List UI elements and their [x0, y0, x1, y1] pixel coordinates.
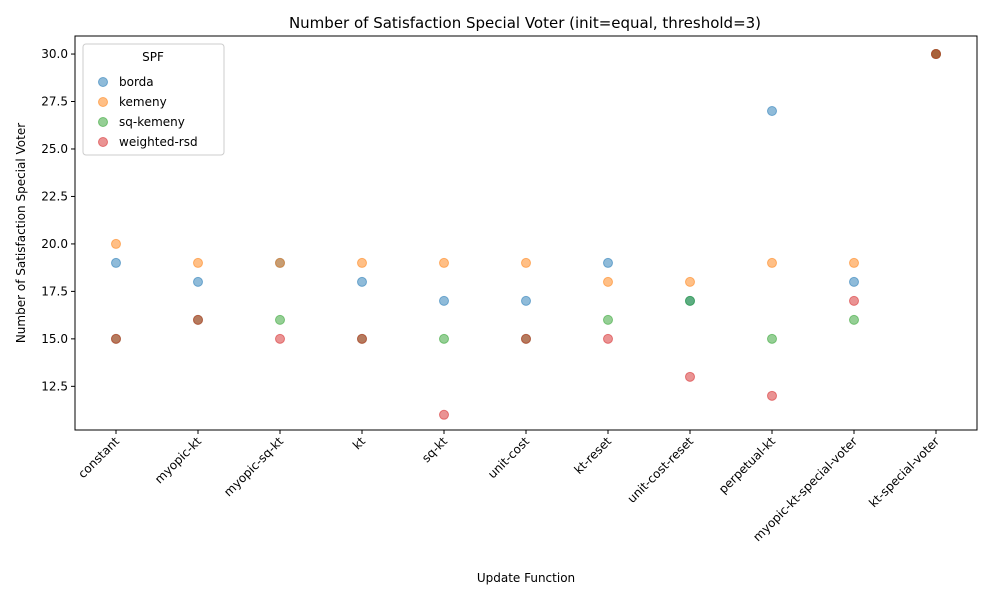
data-point-sq-kemeny-kt-reset — [603, 314, 613, 325]
legend: SPF borda kemeny sq-kemeny weighted-rsd — [82, 43, 225, 156]
data-point-weighted-rsd-kt — [357, 333, 367, 344]
data-point-borda-myopic-kt — [193, 276, 203, 287]
data-point-kemeny-myopic-kt — [193, 257, 203, 268]
x-tick-label: unit-cost — [485, 434, 532, 481]
chart-title: Number of Satisfaction Special Voter (in… — [289, 14, 761, 32]
data-point-kemeny-sq-kt — [439, 257, 449, 268]
data-point-kemeny-myopic-sq-kt — [275, 257, 285, 268]
y-axis-label: Number of Satisfaction Special Voter — [14, 123, 28, 343]
x-axis-label: Update Function — [477, 571, 575, 585]
x-tick-label: sq-kt — [419, 434, 450, 465]
data-point-borda-constant — [111, 257, 121, 268]
x-tick-label: perpetual-kt — [716, 434, 778, 496]
data-point-kemeny-kt — [357, 257, 367, 268]
data-point-sq-kemeny-unit-cost-reset — [685, 295, 695, 306]
legend-marker-weighted-rsd — [98, 137, 108, 147]
x-tick-label: myopic-kt — [152, 434, 204, 486]
legend-marker-sq-kemeny — [98, 117, 108, 127]
y-tick-label: 27.5 — [41, 95, 68, 109]
data-point-weighted-rsd-kt-special-voter — [931, 49, 941, 60]
y-tick-label: 15.0 — [41, 332, 68, 346]
data-point-kemeny-unit-cost — [521, 257, 531, 268]
legend-marker-kemeny — [98, 97, 108, 107]
data-point-sq-kemeny-perpetual-kt — [767, 333, 777, 344]
data-point-borda-unit-cost — [521, 295, 531, 306]
legend-label-sq-kemeny: sq-kemeny — [119, 115, 185, 129]
legend-label-borda: borda — [119, 75, 154, 89]
data-point-weighted-rsd-kt-reset — [603, 333, 613, 344]
x-tick-label: myopic-sq-kt — [221, 434, 286, 499]
data-point-weighted-rsd-unit-cost — [521, 333, 531, 344]
data-point-sq-kemeny-sq-kt — [439, 333, 449, 344]
data-point-kemeny-kt-reset — [603, 276, 613, 287]
y-tick-label: 22.5 — [41, 189, 68, 203]
x-tick-label: constant — [75, 434, 122, 481]
x-tick-label: kt-special-voter — [866, 434, 942, 510]
data-point-kemeny-perpetual-kt — [767, 257, 777, 268]
y-tick-label: 17.5 — [41, 284, 68, 298]
data-point-sq-kemeny-myopic-sq-kt — [275, 314, 285, 325]
data-point-sq-kemeny-myopic-kt-special-voter — [849, 314, 859, 325]
x-axis: constant myopic-kt myopic-sq-kt kt sq-kt unit… — [75, 430, 942, 544]
data-point-weighted-rsd-myopic-kt-special-voter — [849, 295, 859, 306]
data-point-borda-perpetual-kt — [767, 106, 777, 117]
x-tick-label: kt — [350, 434, 368, 452]
y-tick-label: 30.0 — [41, 47, 68, 61]
data-point-weighted-rsd-sq-kt — [439, 409, 449, 420]
data-point-weighted-rsd-myopic-kt — [193, 314, 203, 325]
legend-marker-borda — [98, 77, 108, 87]
legend-label-weighted-rsd: weighted-rsd — [119, 135, 198, 149]
y-tick-label: 20.0 — [41, 237, 68, 251]
data-points — [111, 49, 941, 420]
y-tick-label: 12.5 — [41, 379, 68, 393]
data-point-weighted-rsd-constant — [111, 333, 121, 344]
y-tick-label: 25.0 — [41, 142, 68, 156]
data-point-borda-sq-kt — [439, 295, 449, 306]
data-point-weighted-rsd-perpetual-kt — [767, 390, 777, 401]
legend-box — [82, 43, 225, 156]
legend-title: SPF — [142, 50, 164, 64]
y-axis: 12.5 15.0 17.5 20.0 22.5 25.0 27.5 30.0 — [41, 47, 75, 393]
data-point-kemeny-myopic-kt-special-voter — [849, 257, 859, 268]
data-point-weighted-rsd-unit-cost-reset — [685, 371, 695, 382]
data-point-kemeny-unit-cost-reset — [685, 276, 695, 287]
data-point-weighted-rsd-myopic-sq-kt — [275, 333, 285, 344]
data-point-borda-kt-reset — [603, 257, 613, 268]
data-point-borda-kt — [357, 276, 367, 287]
x-tick-label: unit-cost-reset — [625, 434, 697, 506]
legend-label-kemeny: kemeny — [119, 95, 167, 109]
data-point-kemeny-constant — [111, 238, 121, 249]
data-point-borda-myopic-kt-special-voter — [849, 276, 859, 287]
x-tick-label: kt-reset — [571, 434, 614, 477]
